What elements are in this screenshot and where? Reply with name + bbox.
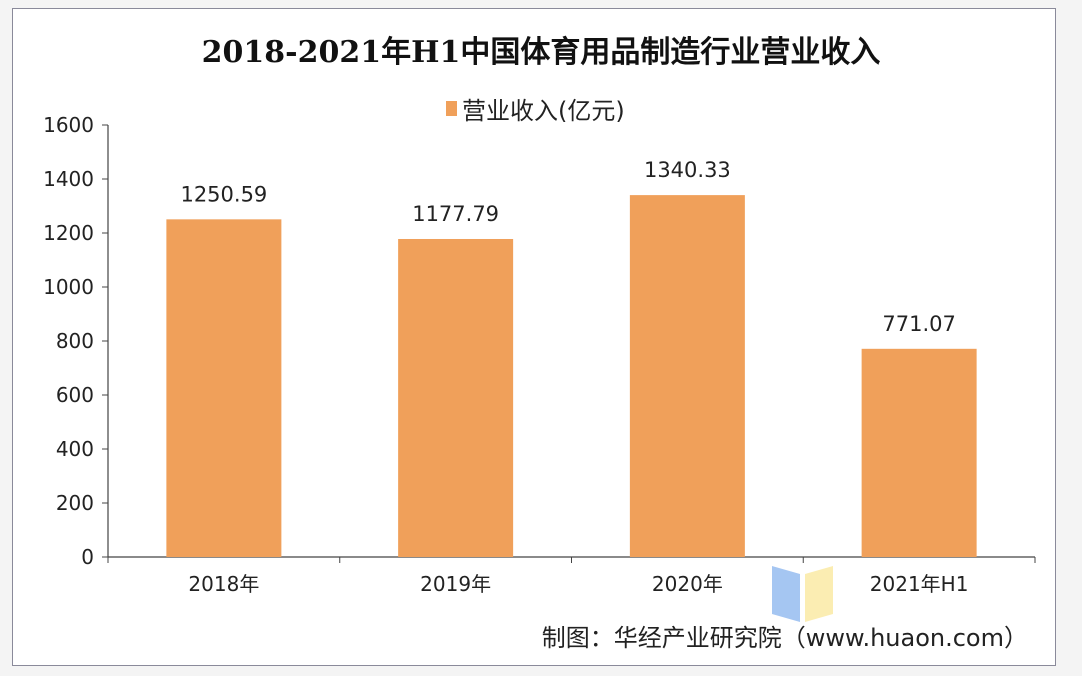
- y-tick-label: 200: [56, 491, 94, 515]
- footer-source: 制图：华经产业研究院（www.huaon.com）: [542, 624, 1028, 652]
- legend-label: 营业收入(亿元): [462, 97, 625, 125]
- x-tick-label: 2019年: [420, 572, 491, 596]
- y-tick-label: 1600: [43, 113, 94, 137]
- y-tick-label: 800: [56, 329, 94, 353]
- bar: [861, 348, 977, 557]
- x-tick-label: 2018年: [188, 572, 259, 596]
- x-tick-label: 2020年: [652, 572, 723, 596]
- bar: [166, 219, 282, 557]
- y-tick-label: 600: [56, 383, 94, 407]
- data-label: 1250.59: [180, 182, 267, 206]
- y-tick-label: 1400: [43, 167, 94, 191]
- data-label: 1340.33: [644, 158, 731, 182]
- y-tick-label: 1000: [43, 275, 94, 299]
- bar: [398, 238, 514, 557]
- x-tick-label: 2021年H1: [870, 572, 969, 596]
- data-label: 1177.79: [412, 202, 499, 226]
- y-tick-label: 0: [81, 545, 94, 569]
- y-tick-label: 1200: [43, 221, 94, 245]
- chart-title: 2018-2021年H1中国体育用品制造行业营业收入: [202, 35, 881, 70]
- bar: [629, 195, 745, 557]
- y-tick-label: 400: [56, 437, 94, 461]
- legend-swatch: [446, 101, 457, 116]
- watermark-logo: [772, 566, 833, 622]
- data-label: 771.07: [882, 312, 955, 336]
